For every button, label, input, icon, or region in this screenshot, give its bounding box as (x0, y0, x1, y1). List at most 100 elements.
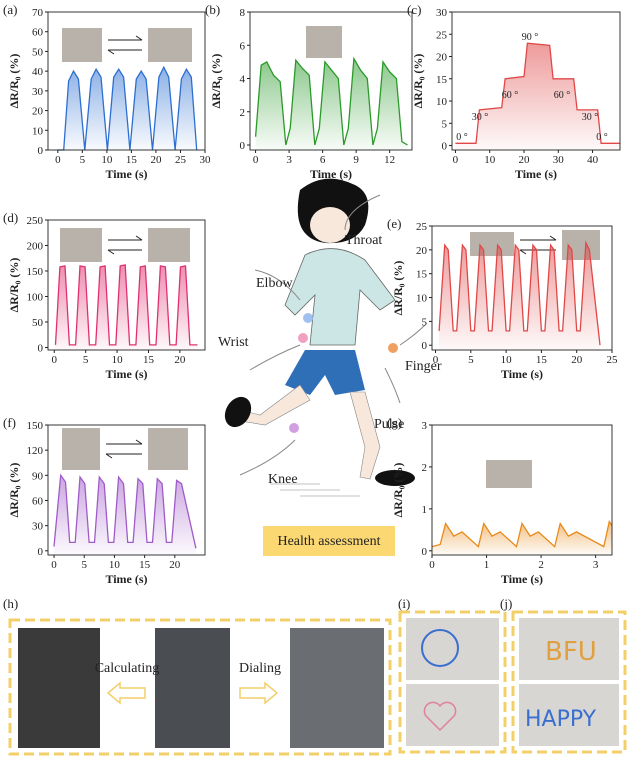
x-tick-label: 5 (80, 154, 86, 166)
x-axis-label: Time (s) (310, 167, 352, 181)
handwriting: BFU (545, 637, 597, 667)
photo (406, 618, 499, 680)
x-tick-label: 40 (587, 154, 599, 166)
y-tick-label: 4 (240, 74, 246, 86)
plot-frame (47, 424, 206, 556)
y-tick-label: 20 (436, 52, 448, 64)
x-tick-label: 5 (468, 354, 474, 366)
panel-label: (e) (387, 216, 401, 231)
y-tick-label: 10 (32, 125, 44, 137)
y-axis-label: ΔR/R₀ (%) (209, 54, 223, 109)
photo (406, 684, 499, 746)
x-tick-label: 15 (126, 154, 138, 166)
x-tick-label: 0 (429, 559, 435, 571)
x-tick-label: 25 (607, 354, 619, 366)
photo (148, 28, 192, 62)
area (55, 264, 198, 350)
photo (62, 28, 102, 62)
line (431, 519, 613, 548)
x-tick-label: 10 (101, 154, 113, 166)
y-tick-label: 1 (422, 504, 428, 516)
photo (470, 232, 514, 256)
photo (155, 628, 230, 748)
x-tick-label: 0 (253, 154, 259, 166)
action-label: Calculating (95, 661, 160, 676)
arrow (106, 681, 146, 705)
x-tick-label: 20 (169, 559, 181, 571)
panel-frame (511, 610, 627, 754)
y-tick-label: 20 (416, 245, 428, 257)
line (54, 264, 198, 346)
y-axis-label: ΔR/R₀ (%) (391, 463, 405, 518)
y-tick-label: 0 (422, 340, 428, 352)
y-tick-label: 150 (27, 266, 44, 278)
photo (519, 684, 619, 746)
x-tick-label: 6 (320, 154, 326, 166)
x-tick-label: 30 (200, 154, 212, 166)
photo (519, 618, 619, 680)
drawing (421, 629, 459, 667)
y-axis-label: ΔR/R₀ (%) (7, 463, 21, 518)
y-tick-label: 30 (436, 7, 448, 19)
x-axis-label: Time (s) (105, 367, 147, 381)
annotation: 0 ° (456, 132, 468, 143)
area (57, 67, 197, 150)
line (455, 42, 620, 144)
x-tick-label: 5 (81, 559, 87, 571)
y-tick-label: 30 (32, 521, 44, 533)
photo (148, 428, 188, 470)
x-tick-label: 20 (571, 354, 583, 366)
x-tick-label: 3 (286, 154, 292, 166)
panel-label: (g) (387, 415, 402, 430)
x-tick-label: 15 (143, 354, 155, 366)
y-tick-label: 5 (442, 118, 448, 130)
area (432, 521, 612, 555)
y-tick-label: 250 (27, 215, 44, 227)
annotation: 60 ° (554, 90, 571, 101)
x-tick-label: 15 (139, 559, 151, 571)
x-tick-label: 2 (538, 559, 544, 571)
line (57, 65, 198, 151)
drawing (423, 701, 457, 732)
x-tick-label: 25 (175, 154, 187, 166)
plot-frame (451, 11, 621, 151)
y-tick-label: 70 (32, 7, 44, 19)
y-tick-label: 25 (416, 221, 428, 233)
photo (60, 228, 102, 262)
photo (62, 428, 100, 470)
photo (148, 228, 190, 262)
y-axis-label: ΔR/R₀ (%) (411, 54, 425, 109)
photo (290, 628, 384, 748)
y-tick-label: 2 (240, 107, 246, 119)
plot-frame (431, 225, 613, 351)
x-tick-label: 3 (593, 559, 599, 571)
panel-label: (i) (398, 596, 410, 611)
x-tick-label: 10 (109, 559, 121, 571)
panel-label: (h) (3, 596, 18, 611)
y-tick-label: 10 (416, 293, 428, 305)
annotation: 0 ° (596, 132, 608, 143)
photo-insets (60, 26, 600, 488)
annotation: 60 ° (502, 90, 519, 101)
photo (306, 26, 342, 58)
panel-label: (a) (3, 2, 17, 17)
x-tick-label: 10 (112, 354, 124, 366)
site-label: Wrist (218, 335, 249, 350)
y-tick-label: 0 (38, 546, 44, 558)
x-tick-label: 12 (384, 154, 395, 166)
site-label: Knee (268, 472, 298, 487)
arrow (239, 681, 279, 705)
panel-label: (c) (407, 2, 421, 17)
site-label: Finger (405, 359, 442, 374)
annotation: 90 ° (522, 32, 539, 43)
y-tick-label: 200 (27, 240, 44, 252)
y-tick-label: 0 (38, 342, 44, 354)
y-axis-label: ΔR/R₀ (%) (391, 261, 405, 316)
action-label: Dialing (239, 661, 281, 676)
panel-label: (b) (205, 2, 220, 17)
x-axis-label: Time (s) (105, 167, 147, 181)
area (439, 242, 600, 350)
y-tick-label: 2 (422, 462, 428, 474)
photo (18, 628, 100, 748)
plot-frame (47, 219, 206, 351)
